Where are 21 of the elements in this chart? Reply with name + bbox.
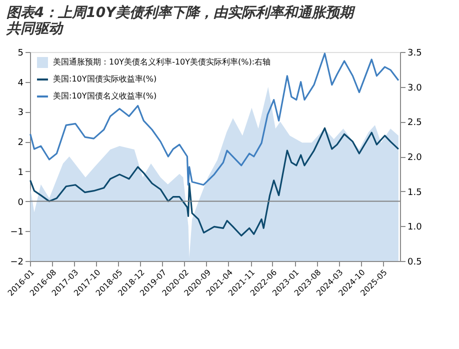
y2-tick-label: 1.0	[408, 222, 422, 233]
y-tick-label: −1	[10, 228, 24, 238]
line-series	[30, 127, 400, 236]
line-series	[30, 52, 400, 186]
legend-label: 美国:10Y国债实际收益率(%)	[53, 74, 157, 84]
y-tick-label: 2	[18, 138, 24, 148]
y-tick-label: −2	[10, 258, 24, 268]
legend-label: 美国:10Y国债名义收益率(%)	[53, 92, 157, 100]
y2-tick-label: 2.0	[408, 153, 422, 163]
y-tick-label: 3	[18, 108, 24, 118]
y2-tick-label: 3.5	[408, 48, 422, 58]
y2-tick-label: 2.5	[408, 118, 422, 128]
y-tick-label: 0	[18, 198, 24, 208]
chart-title: 图表4：上周10Y美债利率下降，由实际利率和通胀预期共同驱动	[5, 4, 356, 37]
legend-label: 美国通胀预期：10Y美债名义利率-10Y美债实际利率(%):右轴	[53, 58, 271, 66]
y2-tick-label: 3.0	[408, 83, 422, 94]
y-tick-label: 1	[18, 168, 24, 178]
y2-tick-label: 0.5	[408, 258, 422, 268]
y2-tick-label: 1.5	[408, 188, 422, 198]
y-tick-label: 5	[18, 48, 24, 58]
y-tick-label: 4	[18, 78, 24, 88]
